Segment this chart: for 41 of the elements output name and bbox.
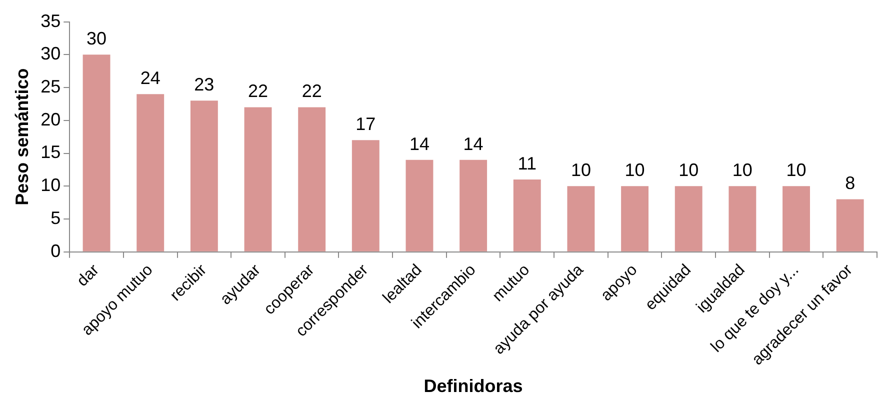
data-label: 8	[845, 173, 856, 194]
y-tick-label: 5	[50, 208, 61, 228]
bar	[82, 54, 110, 252]
data-label: 24	[140, 68, 160, 88]
data-label: 22	[248, 81, 268, 102]
x-tick-label: dar	[74, 261, 103, 290]
bar	[244, 107, 272, 252]
y-tick-label: 30	[40, 44, 61, 64]
data-label: 10	[732, 160, 752, 180]
x-axis-title: Definidoras	[424, 376, 523, 396]
data-label: 10	[570, 160, 591, 180]
data-label: 10	[678, 160, 699, 180]
data-label: 10	[624, 160, 645, 180]
bar	[513, 180, 541, 252]
y-tick-label: 20	[40, 109, 61, 130]
data-label: 22	[302, 81, 322, 102]
bar	[836, 199, 864, 252]
y-axis-title: Peso semántico	[12, 68, 32, 206]
y-tick-label: 15	[40, 142, 61, 162]
y-tick-label: 25	[40, 76, 61, 96]
bar	[406, 160, 434, 252]
data-label: 10	[786, 160, 806, 180]
bar	[298, 107, 326, 252]
bar	[460, 160, 488, 252]
y-tick-label: 0	[50, 240, 61, 261]
bar	[728, 186, 756, 252]
data-label: 14	[463, 134, 484, 154]
data-label: 17	[356, 114, 376, 134]
bar	[782, 186, 810, 252]
bar	[190, 100, 218, 252]
y-tick-label: 35	[40, 10, 61, 31]
data-label: 23	[194, 74, 214, 95]
data-label: 30	[86, 28, 107, 49]
bar	[567, 186, 595, 252]
data-label: 11	[518, 154, 536, 174]
bar	[621, 186, 649, 252]
bar	[136, 94, 164, 252]
bar	[352, 140, 380, 252]
y-tick-label: 10	[40, 175, 61, 196]
bar	[674, 186, 702, 252]
data-label: 14	[409, 134, 430, 154]
